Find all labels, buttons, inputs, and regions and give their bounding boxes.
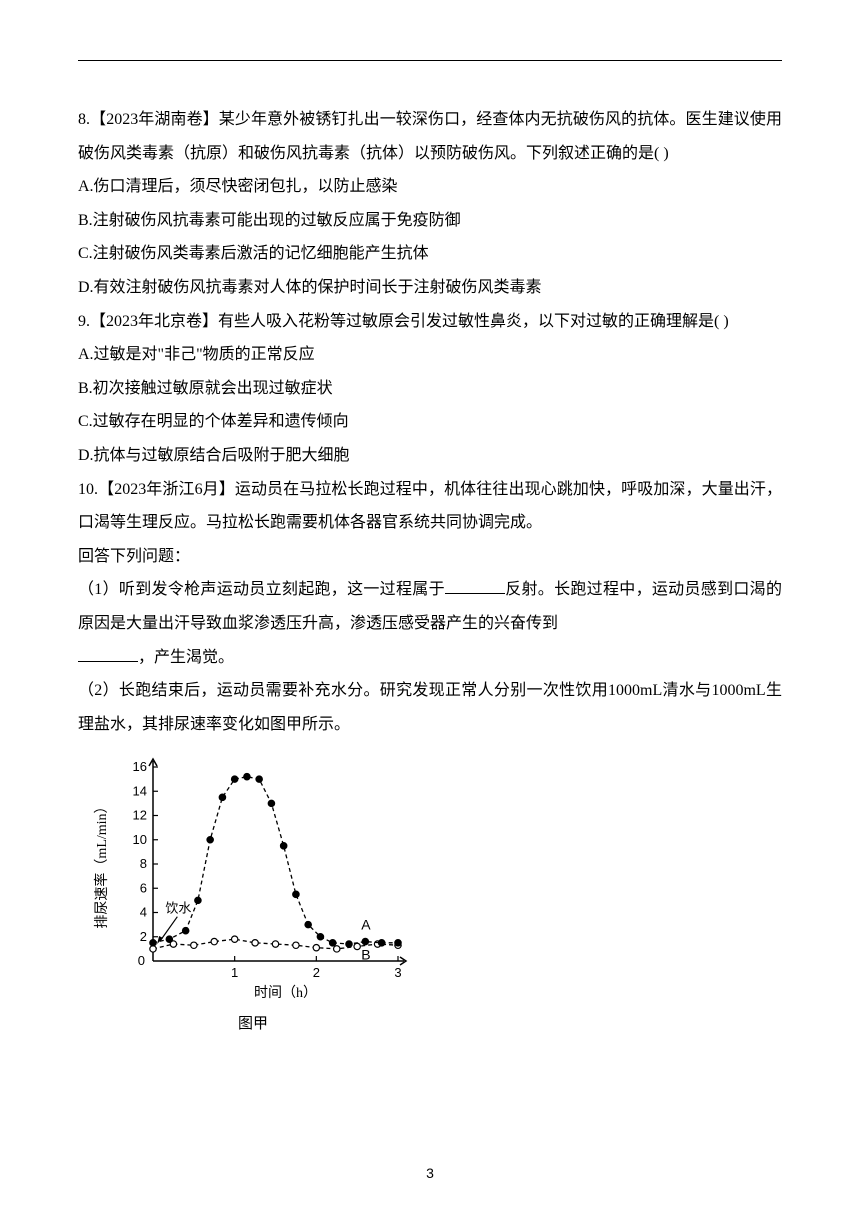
header-rule bbox=[78, 60, 782, 61]
svg-text:B: B bbox=[361, 947, 370, 963]
svg-text:饮水: 饮水 bbox=[165, 901, 191, 916]
svg-text:12: 12 bbox=[133, 808, 147, 823]
svg-text:A: A bbox=[361, 917, 371, 933]
svg-text:2: 2 bbox=[313, 965, 320, 980]
q9-option-c: C.过敏存在明显的个体差异和遗传倾向 bbox=[78, 405, 782, 439]
q8-stem: 8.【2023年湖南卷】某少年意外被锈钉扎出一较深伤口，经查体内无抗破伤风的抗体… bbox=[78, 103, 782, 170]
q10-stem1: 10.【2023年浙江6月】运动员在马拉松长跑过程中，机体往往出现心跳加快，呼吸… bbox=[78, 473, 782, 540]
q9-stem: 9.【2023年北京卷】有些人吸入花粉等过敏原会引发过敏性鼻炎，以下对过敏的正确… bbox=[78, 305, 782, 339]
svg-text:16: 16 bbox=[133, 759, 147, 774]
q9-option-b: B.初次接触过敏原就会出现过敏症状 bbox=[78, 372, 782, 406]
chart-caption: 图甲 bbox=[88, 1009, 418, 1041]
svg-text:0: 0 bbox=[138, 953, 145, 968]
blank-2 bbox=[78, 646, 138, 662]
page-number: 3 bbox=[0, 1159, 860, 1188]
q9-option-d: D.抗体与过敏原结合后吸附于肥大细胞 bbox=[78, 439, 782, 473]
svg-text:排尿速率（mL/min）: 排尿速率（mL/min） bbox=[93, 800, 110, 929]
q8-option-a: A.伤口清理后，须尽快密闭包扎，以防止感染 bbox=[78, 170, 782, 204]
q8-option-b: B.注射破伤风抗毒素可能出现的过敏反应属于免疫防御 bbox=[78, 204, 782, 238]
svg-text:8: 8 bbox=[140, 856, 147, 871]
svg-text:2: 2 bbox=[140, 929, 147, 944]
q10-part1a: （1）听到发令枪声运动员立刻起跑，这一过程属于 bbox=[78, 581, 445, 598]
blank-1 bbox=[445, 578, 505, 594]
svg-text:10: 10 bbox=[133, 832, 147, 847]
svg-text:6: 6 bbox=[140, 881, 147, 896]
document-content: 8.【2023年湖南卷】某少年意外被锈钉扎出一较深伤口，经查体内无抗破伤风的抗体… bbox=[78, 103, 782, 1041]
q9-option-a: A.过敏是对"非己"物质的正常反应 bbox=[78, 338, 782, 372]
q10-part1c: ，产生渴觉。 bbox=[138, 649, 234, 666]
svg-text:4: 4 bbox=[140, 905, 147, 920]
q8-option-c: C.注射破伤风类毒素后激活的记忆细胞能产生抗体 bbox=[78, 237, 782, 271]
svg-text:1: 1 bbox=[231, 965, 238, 980]
q10-part1: （1）听到发令枪声运动员立刻起跑，这一过程属于反射。长跑过程中，运动员感到口渴的… bbox=[78, 573, 782, 674]
svg-text:时间（h）: 时间（h） bbox=[254, 985, 317, 1001]
q10-part2: （2）长跑结束后，运动员需要补充水分。研究发现正常人分别一次性饮用1000mL清… bbox=[78, 674, 782, 741]
q8-option-d: D.有效注射破伤风抗毒素对人体的保护时间长于注射破伤风类毒素 bbox=[78, 271, 782, 305]
q10-stem2: 回答下列问题： bbox=[78, 540, 782, 574]
svg-text:3: 3 bbox=[394, 965, 401, 980]
chart-figure: 0246810121416123时间（h）排尿速率（mL/min）AB饮水 图甲 bbox=[88, 753, 418, 1041]
svg-text:14: 14 bbox=[133, 784, 147, 799]
chart-svg: 0246810121416123时间（h）排尿速率（mL/min）AB饮水 bbox=[88, 753, 418, 1003]
